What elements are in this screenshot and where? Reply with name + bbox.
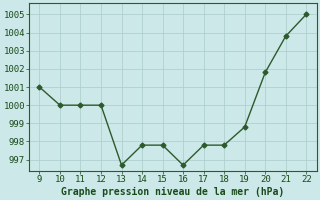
X-axis label: Graphe pression niveau de la mer (hPa): Graphe pression niveau de la mer (hPa) <box>61 186 284 197</box>
